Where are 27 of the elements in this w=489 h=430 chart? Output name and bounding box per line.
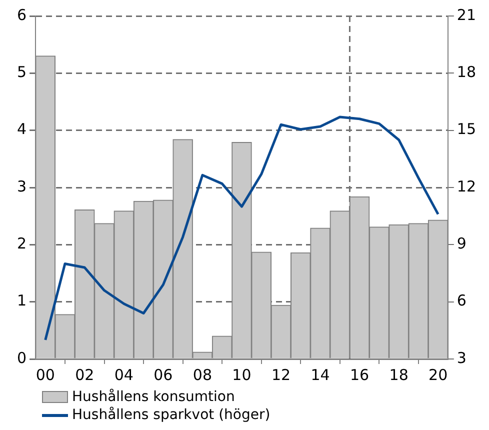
y-tick-label: 1 bbox=[16, 292, 27, 310]
x-tick-label: 00 bbox=[36, 366, 55, 384]
legend-label: Hushållens sparkvot (höger) bbox=[72, 406, 270, 424]
x-tick-label: 04 bbox=[114, 366, 134, 384]
x-tick-label: 16 bbox=[350, 366, 370, 384]
x-tick-label: 20 bbox=[428, 366, 448, 384]
y-tick-label: 4 bbox=[16, 120, 27, 138]
x-tick-label: 06 bbox=[154, 366, 173, 384]
x-tick-label: 18 bbox=[389, 366, 408, 384]
x-tick-label: 12 bbox=[271, 366, 291, 384]
y2-tick-label: 18 bbox=[456, 63, 476, 82]
y2-tick-label: 21 bbox=[456, 6, 476, 24]
x-tick-label: 14 bbox=[310, 366, 330, 384]
y2-tick-label: 12 bbox=[456, 177, 476, 196]
x-tick-label: 02 bbox=[75, 366, 94, 384]
y2-tick-label: 15 bbox=[456, 120, 476, 138]
y2-tick-label: 6 bbox=[456, 292, 466, 310]
legend-label: Hushållens konsumtion bbox=[72, 388, 235, 406]
y2-tick-label: 9 bbox=[456, 234, 466, 253]
y2-tick-label: 3 bbox=[456, 348, 466, 367]
x-tick-label: 10 bbox=[232, 366, 252, 384]
y-tick-label: 5 bbox=[16, 63, 27, 82]
y-tick-label: 2 bbox=[16, 234, 27, 253]
y-tick-label: 0 bbox=[16, 348, 27, 367]
y-tick-label: 3 bbox=[16, 177, 27, 196]
x-tick-label: 08 bbox=[192, 366, 212, 384]
y-tick-label: 6 bbox=[16, 6, 27, 24]
